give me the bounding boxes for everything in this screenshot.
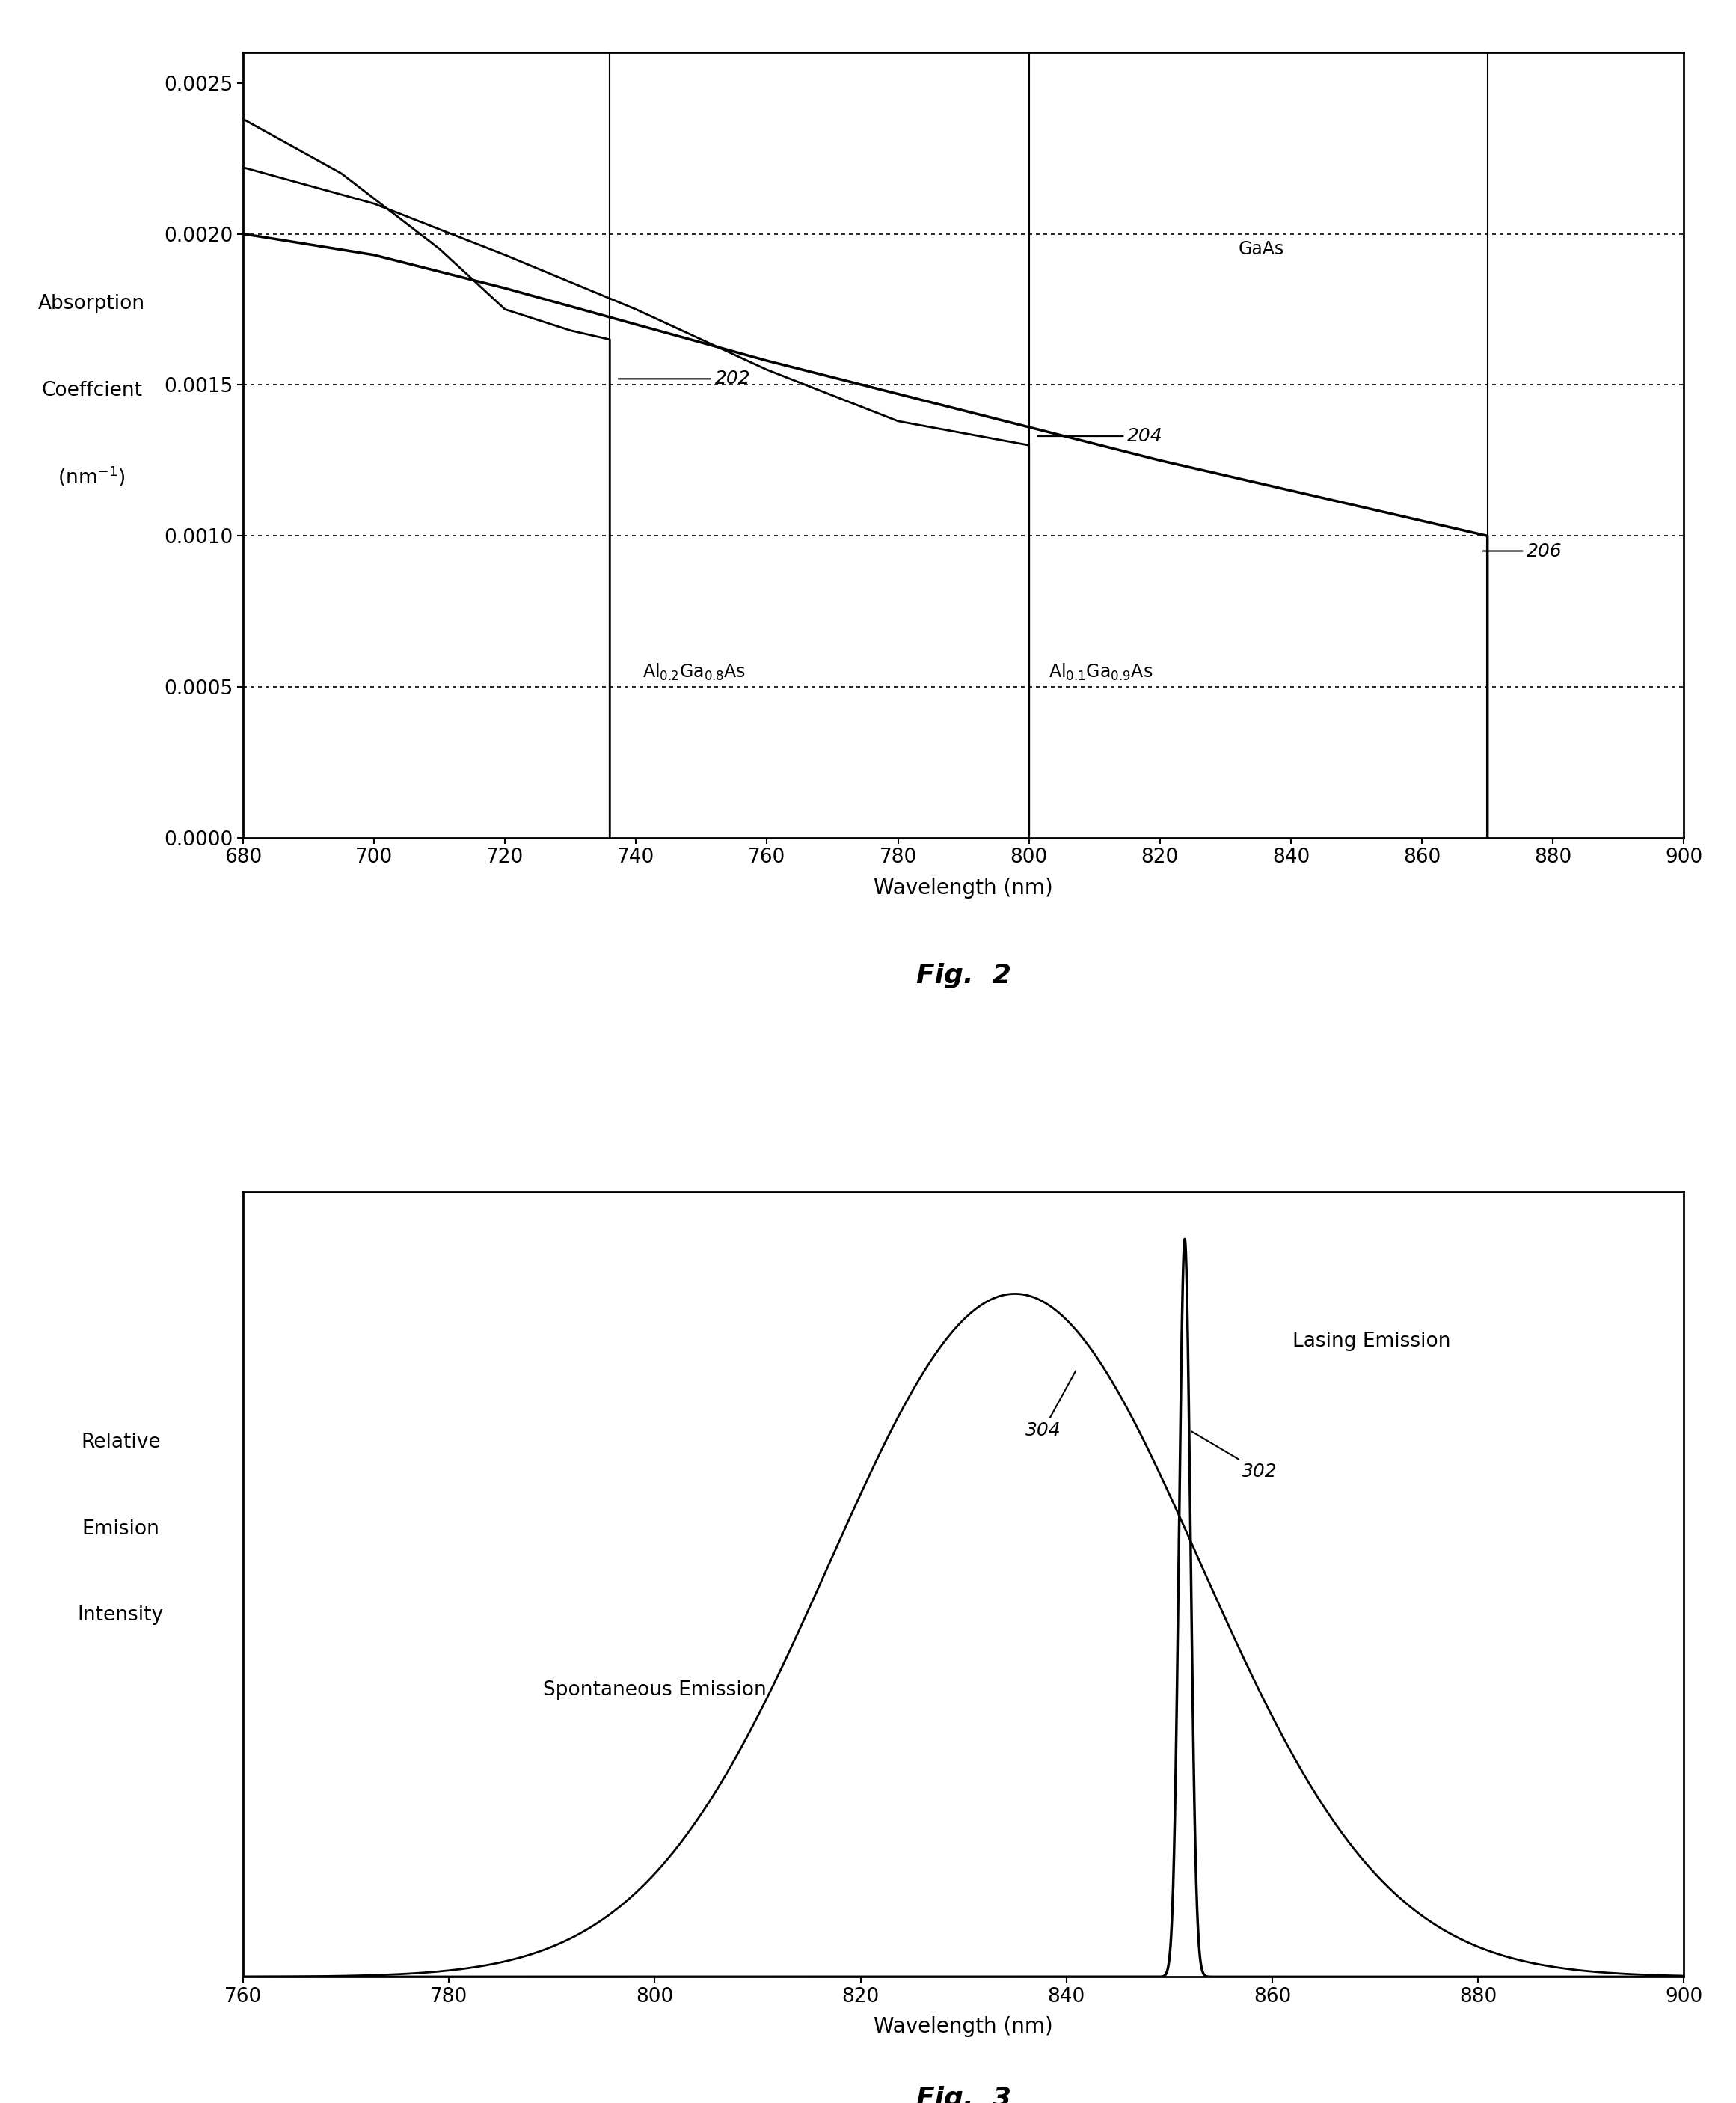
Text: 302: 302 bbox=[1191, 1432, 1278, 1481]
Text: 202: 202 bbox=[618, 370, 750, 387]
Text: Al$_{0.1}$Ga$_{0.9}$As: Al$_{0.1}$Ga$_{0.9}$As bbox=[1049, 662, 1153, 681]
Text: 206: 206 bbox=[1483, 543, 1562, 559]
Text: (nm$^{-1}$): (nm$^{-1}$) bbox=[57, 465, 125, 488]
Text: Fig.  3: Fig. 3 bbox=[917, 2086, 1010, 2103]
Text: Emision: Emision bbox=[82, 1518, 160, 1539]
Text: 304: 304 bbox=[1026, 1371, 1076, 1438]
Text: GaAs: GaAs bbox=[1238, 240, 1285, 259]
Text: 204: 204 bbox=[1038, 427, 1163, 446]
Text: Relative: Relative bbox=[80, 1432, 160, 1453]
Text: Spontaneous Emission: Spontaneous Emission bbox=[543, 1680, 767, 1699]
Text: Lasing Emission: Lasing Emission bbox=[1293, 1331, 1451, 1352]
Text: Intensity: Intensity bbox=[78, 1607, 163, 1626]
Text: Al$_{0.2}$Ga$_{0.8}$As: Al$_{0.2}$Ga$_{0.8}$As bbox=[642, 662, 746, 681]
Text: Coeffcient: Coeffcient bbox=[42, 381, 142, 400]
Text: Absorption: Absorption bbox=[38, 294, 146, 313]
X-axis label: Wavelength (nm): Wavelength (nm) bbox=[873, 877, 1054, 898]
Text: Fig.  2: Fig. 2 bbox=[917, 963, 1010, 988]
X-axis label: Wavelength (nm): Wavelength (nm) bbox=[873, 2017, 1054, 2038]
